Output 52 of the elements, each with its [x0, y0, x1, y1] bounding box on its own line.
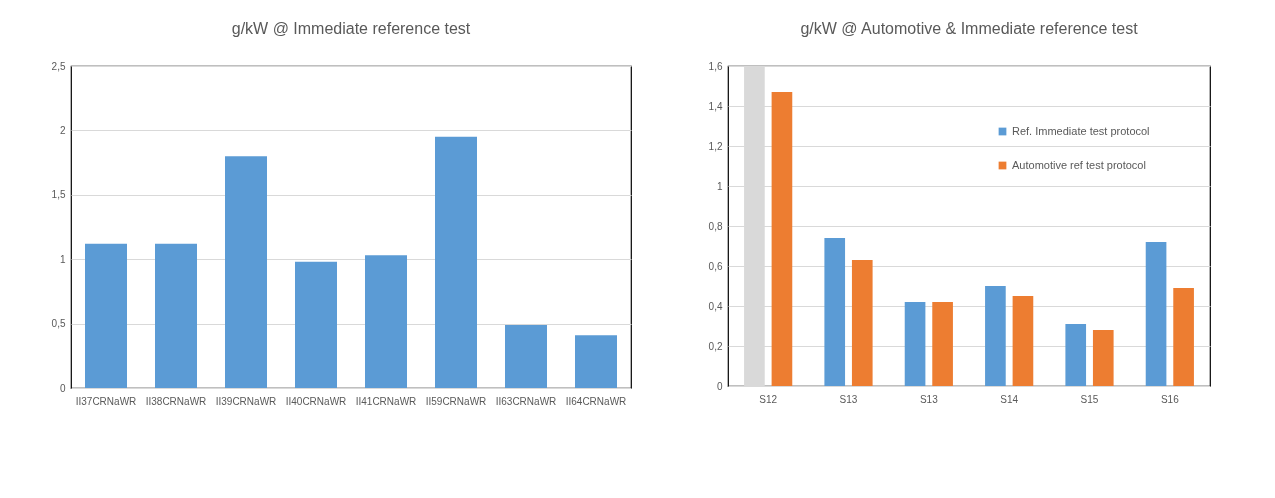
bar [824, 238, 846, 386]
y-tick-label: 2,5 [51, 60, 66, 72]
y-tick-label: 0,2 [708, 340, 723, 352]
bar [295, 261, 337, 388]
bar [1065, 324, 1087, 386]
x-tick-label: II63CRNaWR [495, 395, 557, 407]
y-tick-label: 1,4 [708, 100, 723, 112]
bar [1145, 242, 1167, 386]
bar [985, 286, 1006, 386]
x-tick-label: S16 [1160, 393, 1180, 405]
bar [85, 243, 127, 388]
y-tick-label: 1 [59, 253, 66, 265]
x-tick-label: II39CRNaWR [215, 395, 277, 407]
x-tick-label: II38CRNaWR [145, 395, 207, 407]
bar [575, 335, 617, 388]
y-tick-label: 2 [59, 124, 66, 136]
bar [155, 243, 197, 388]
x-tick-label: II64CRNaWR [565, 395, 627, 407]
y-tick-label: 1,2 [708, 140, 723, 152]
bar [365, 255, 407, 388]
bar [904, 302, 926, 386]
x-tick-label: S14 [1000, 393, 1019, 405]
bar [225, 156, 267, 388]
y-tick-label: 1,5 [51, 189, 66, 201]
x-tick-label: S13 [919, 393, 939, 405]
bar [435, 136, 477, 388]
x-tick-label: S13 [839, 393, 858, 405]
bar [771, 92, 793, 386]
bar [505, 324, 547, 388]
bar [1092, 330, 1114, 386]
legend-label: Ref. Immediate test protocol [1012, 124, 1150, 137]
y-tick-label: 0,8 [708, 220, 723, 232]
chart-title: g/kW @ Automotive & Immediate reference test [800, 20, 1139, 37]
y-tick-label: 0,4 [708, 300, 723, 312]
bar [851, 260, 873, 386]
x-tick-label: S15 [1080, 393, 1099, 405]
x-tick-label: II41CRNaWR [355, 395, 417, 407]
x-tick-label: II59CRNaWR [425, 395, 487, 407]
x-tick-label: S12 [759, 393, 778, 405]
y-tick-label: 0 [716, 380, 723, 392]
x-tick-label: II40CRNaWR [285, 395, 347, 407]
y-tick-label: 0 [59, 382, 66, 394]
y-tick-label: 0,5 [51, 318, 66, 330]
bar [1012, 296, 1034, 386]
y-tick-label: 1,6 [708, 60, 723, 72]
legend-label: Automotive ref test protocol [1012, 158, 1146, 171]
x-tick-label: II37CRNaWR [75, 395, 137, 407]
bar [1173, 288, 1194, 386]
y-tick-label: 0,6 [708, 260, 723, 272]
bar [932, 302, 953, 386]
chart-title: g/kW @ Immediate reference test [231, 20, 471, 37]
y-tick-label: 1 [716, 180, 723, 192]
